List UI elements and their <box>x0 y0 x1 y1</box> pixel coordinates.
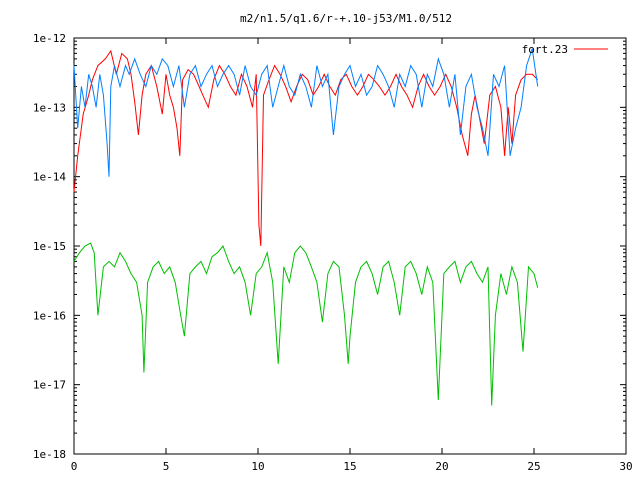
axis-ticks: 0 5 10 15 20 25 30 1e-18 1e-17 1e-16 1e-15 1e-14 1e-… <box>33 32 633 473</box>
y-tick-label: 1e-18 <box>33 448 66 461</box>
y-tick-label: 1e-14 <box>33 171 66 184</box>
x-tick-label: 20 <box>435 460 448 473</box>
x-tick-label: 0 <box>71 460 78 473</box>
chart-title: m2/n1.5/q1.6/r-+.10-j53/M1.0/512 <box>240 12 452 25</box>
y-tick-label: 1e-15 <box>33 240 66 253</box>
legend-label: fort.23 <box>522 43 568 56</box>
y-tick-label: 1e-16 <box>33 309 66 322</box>
y-tick-label: 1e-17 <box>33 379 66 392</box>
data-series <box>73 48 539 406</box>
y-tick-label: 1e-13 <box>33 101 66 114</box>
x-tick-label: 10 <box>251 460 264 473</box>
y-tick-label: 1e-12 <box>33 32 66 45</box>
x-tick-label: 5 <box>163 460 170 473</box>
series-line-2 <box>73 242 539 406</box>
x-tick-label: 15 <box>343 460 356 473</box>
series-line-1 <box>73 48 539 177</box>
x-tick-label: 30 <box>619 460 632 473</box>
x-tick-label: 25 <box>527 460 540 473</box>
plot-frame <box>73 37 627 455</box>
legend: fort.23 <box>522 43 608 56</box>
series-line-0 <box>73 49 539 247</box>
